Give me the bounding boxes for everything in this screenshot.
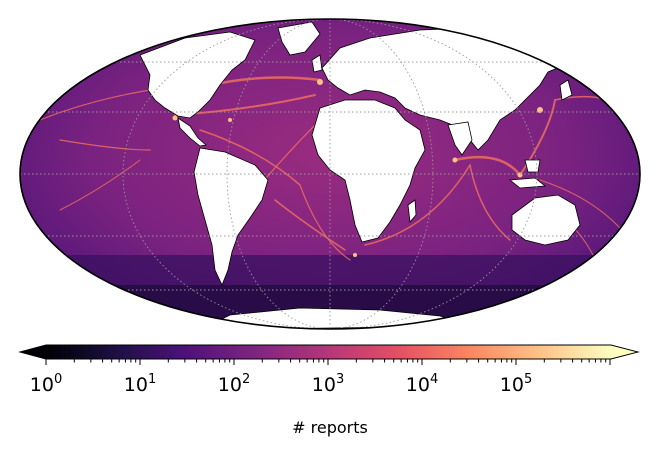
tick-base: 10 xyxy=(123,374,148,396)
indonesia xyxy=(508,177,547,189)
map-boundary xyxy=(19,18,641,330)
colorbar-tick-label: 103 xyxy=(311,373,344,396)
tick-base: 10 xyxy=(311,374,336,396)
colorbar-label: # reports xyxy=(292,418,368,437)
colorbar-gradient xyxy=(46,345,611,359)
tick-exponent: 1 xyxy=(147,372,157,387)
colorbar-tick-label: 101 xyxy=(123,373,156,396)
borneo xyxy=(524,159,541,173)
tick-exponent: 2 xyxy=(241,372,251,387)
tick-exponent: 4 xyxy=(429,372,439,387)
india xyxy=(447,121,473,156)
africa xyxy=(311,99,426,243)
tick-base: 10 xyxy=(217,374,242,396)
japan xyxy=(559,79,573,101)
tick-exponent: 0 xyxy=(53,372,63,387)
colorbar xyxy=(18,344,640,365)
australia xyxy=(511,194,581,246)
colorbar-extend-low xyxy=(20,345,46,359)
land-masses xyxy=(139,21,581,329)
greenland xyxy=(277,21,321,56)
tick-exponent: 5 xyxy=(523,372,533,387)
colorbar-tick-label: 100 xyxy=(29,373,62,396)
british-isles xyxy=(311,54,323,73)
tick-base: 10 xyxy=(405,374,430,396)
tick-base: 10 xyxy=(499,374,524,396)
colorbar-tick-label: 105 xyxy=(499,373,532,396)
colorbar-tick-label: 102 xyxy=(217,373,250,396)
colorbar-extend-high xyxy=(611,345,638,359)
tick-base: 10 xyxy=(29,374,54,396)
graticule xyxy=(20,19,640,329)
colorbar-tick-label: 104 xyxy=(405,373,438,396)
central-america xyxy=(177,117,207,147)
tick-exponent: 3 xyxy=(335,372,345,387)
madagascar xyxy=(407,199,417,223)
south-america xyxy=(193,147,269,287)
colorbar-ticks xyxy=(45,359,611,365)
